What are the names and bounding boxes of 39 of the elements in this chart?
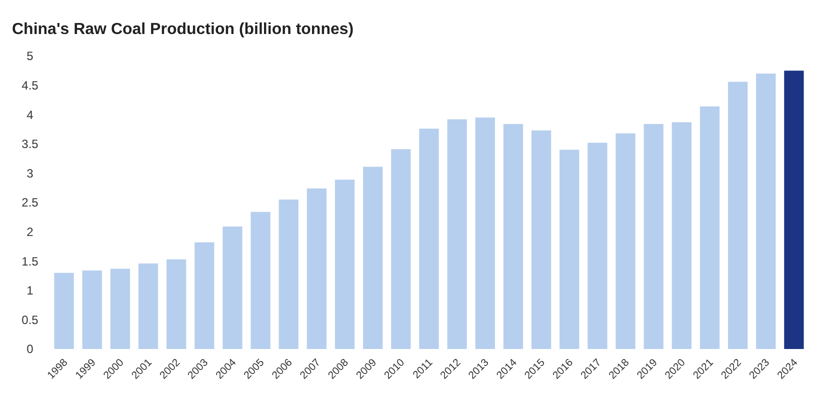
y-tick-label: 0	[26, 342, 34, 356]
y-tick-label: 3.5	[22, 137, 39, 152]
bar	[166, 259, 186, 349]
bar	[194, 242, 214, 349]
y-tick-label: 3	[26, 166, 34, 180]
y-tick-label: 4.5	[22, 78, 39, 92]
chart-title: China's Raw Coal Production (billion tonnes)	[12, 21, 354, 38]
bar	[391, 149, 411, 349]
bar	[784, 70, 804, 349]
bar	[419, 128, 439, 349]
bar	[531, 130, 552, 349]
bar	[756, 74, 776, 349]
y-tick-label: 2.5	[22, 196, 39, 210]
bar	[363, 166, 383, 349]
bar	[644, 124, 664, 349]
y-tick-label: 4	[26, 108, 34, 122]
bar	[278, 200, 298, 349]
bar	[447, 119, 467, 349]
y-tick-label: 1.5	[22, 254, 39, 268]
bar	[54, 272, 74, 349]
bar	[672, 122, 692, 349]
bar	[110, 268, 130, 349]
bar	[306, 188, 327, 349]
bar	[616, 133, 636, 349]
bar	[503, 124, 524, 349]
bar	[728, 82, 748, 349]
bar	[475, 118, 495, 349]
y-tick-label: 2	[26, 225, 34, 239]
y-tick-label: 0.5	[22, 312, 39, 327]
y-tick-label: 5	[26, 49, 34, 64]
bar	[250, 212, 270, 349]
bar	[560, 150, 580, 349]
y-tick-label: 1	[26, 284, 34, 298]
bar	[588, 142, 608, 349]
bar	[138, 263, 158, 349]
bar	[700, 106, 720, 349]
bar	[334, 180, 355, 349]
bar	[222, 226, 242, 349]
bar	[82, 270, 102, 349]
